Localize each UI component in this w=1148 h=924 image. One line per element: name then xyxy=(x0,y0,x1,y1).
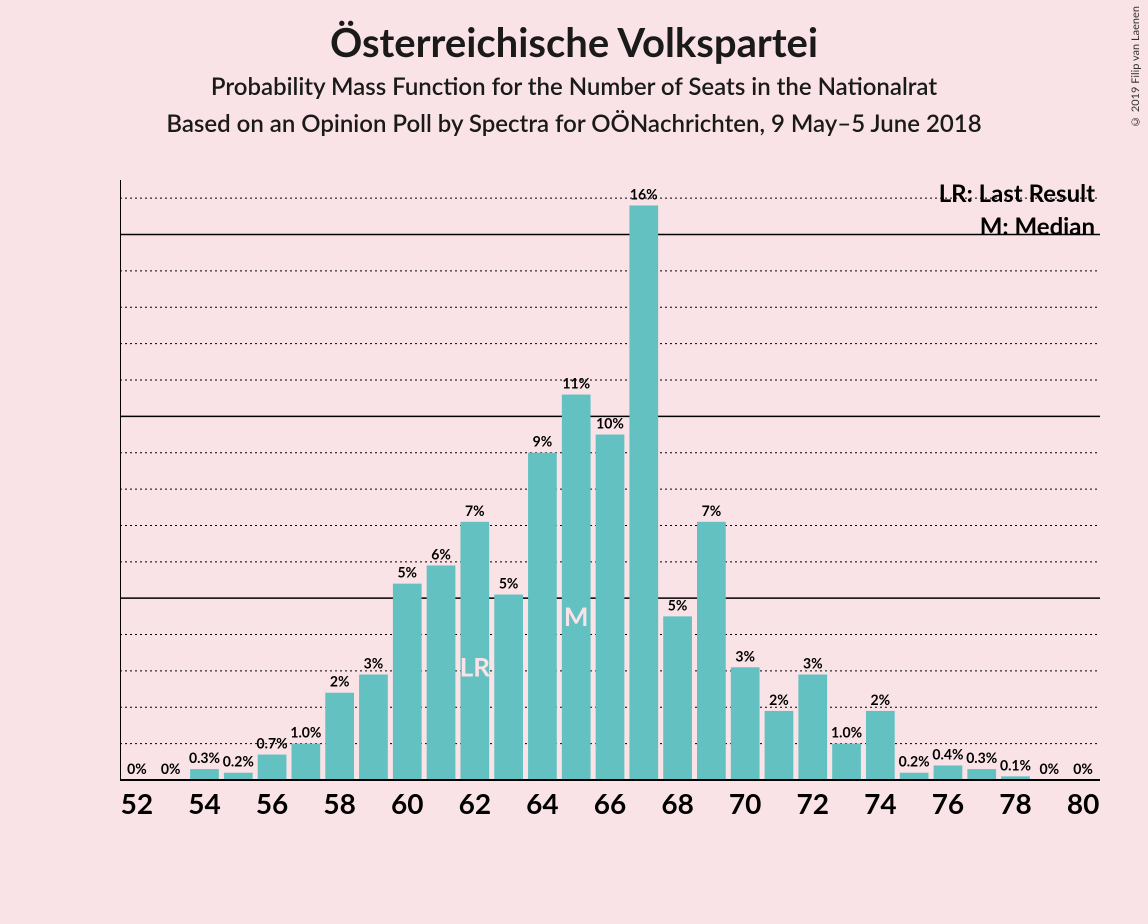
bar-58 xyxy=(325,693,354,780)
bar-69 xyxy=(697,522,726,780)
x-tick-label: 58 xyxy=(323,786,355,820)
bar-76 xyxy=(934,765,963,780)
x-tick-label: 56 xyxy=(256,786,288,820)
bar-label-70: 3% xyxy=(735,647,755,664)
legend-lr: LR: Last Result xyxy=(939,180,1095,208)
x-tick-label: 60 xyxy=(391,786,423,820)
x-tick-label: 68 xyxy=(661,786,693,820)
bar-label-72: 3% xyxy=(803,655,823,672)
pmf-chart: 0%0%0.3%0.2%0.7%1.0%2%3%5%6%7%5%9%11%10%… xyxy=(120,180,1100,820)
bar-59 xyxy=(359,675,388,780)
titles-block: Österreichische Volkspartei Probability … xyxy=(0,0,1148,138)
bar-label-76: 0.4% xyxy=(932,745,963,762)
x-tick-label: 62 xyxy=(459,786,491,820)
bar-70 xyxy=(731,667,760,780)
title-main: Österreichische Volkspartei xyxy=(0,18,1148,66)
bar-label-56: 0.7% xyxy=(257,735,288,752)
x-tick-label: 70 xyxy=(729,786,761,820)
x-tick-label: 64 xyxy=(526,786,558,820)
bar-label-79: 0% xyxy=(1040,760,1060,777)
bar-54 xyxy=(190,769,219,780)
bar-75 xyxy=(900,773,929,780)
bar-label-63: 5% xyxy=(499,575,519,592)
bar-label-75: 0.2% xyxy=(899,753,930,770)
copyright-text: © 2019 Filip van Laenen xyxy=(1129,6,1142,128)
bar-label-68: 5% xyxy=(668,596,688,613)
bar-60 xyxy=(393,584,422,780)
bar-67 xyxy=(629,205,658,780)
bar-label-58: 2% xyxy=(330,673,350,690)
title-sub: Probability Mass Function for the Number… xyxy=(0,72,1148,101)
x-tick-label: 52 xyxy=(121,786,153,820)
bar-label-77: 0.3% xyxy=(966,749,997,766)
bar-label-73: 1.0% xyxy=(831,724,862,741)
bar-label-71: 2% xyxy=(769,691,789,708)
bar-61 xyxy=(427,565,456,780)
bar-label-57: 1.0% xyxy=(290,724,321,741)
bar-label-52: 0% xyxy=(127,760,147,777)
bar-label-65: 11% xyxy=(562,375,590,392)
bar-63 xyxy=(494,595,523,780)
bar-73 xyxy=(832,744,861,780)
bar-label-54: 0.3% xyxy=(189,749,220,766)
bar-68 xyxy=(663,616,692,780)
bar-label-60: 5% xyxy=(397,564,417,581)
bar-annotation-M: M xyxy=(564,600,589,632)
x-tick-label: 72 xyxy=(797,786,829,820)
bar-label-80: 0% xyxy=(1073,760,1093,777)
bar-57 xyxy=(292,744,321,780)
bar-65 xyxy=(562,395,591,780)
x-tick-label: 78 xyxy=(999,786,1031,820)
bar-label-61: 6% xyxy=(431,545,451,562)
bar-56 xyxy=(258,755,287,780)
legend-m: M: Median xyxy=(980,212,1095,241)
bar-label-53: 0% xyxy=(161,760,181,777)
bar-label-62: 7% xyxy=(465,502,485,519)
x-tick-label: 74 xyxy=(864,786,896,820)
x-tick-label: 66 xyxy=(594,786,626,820)
x-tick-label: 54 xyxy=(188,786,220,820)
title-source: Based on an Opinion Poll by Spectra for … xyxy=(0,109,1148,138)
x-tick-label: 76 xyxy=(932,786,964,820)
bar-annotation-LR: LR xyxy=(460,651,491,683)
bar-64 xyxy=(528,453,557,780)
bar-label-59: 3% xyxy=(364,655,384,672)
bar-66 xyxy=(596,435,625,780)
bar-label-67: 16% xyxy=(630,185,658,202)
bar-label-66: 10% xyxy=(596,415,624,432)
bar-label-74: 2% xyxy=(871,691,891,708)
bar-label-55: 0.2% xyxy=(223,753,254,770)
bar-55 xyxy=(224,773,253,780)
bar-label-69: 7% xyxy=(702,502,722,519)
bar-label-78: 0.1% xyxy=(1000,756,1031,773)
bar-label-64: 9% xyxy=(533,433,553,450)
bar-72 xyxy=(798,675,827,780)
bar-77 xyxy=(967,769,996,780)
bar-74 xyxy=(866,711,895,780)
bar-71 xyxy=(765,711,794,780)
x-tick-label: 80 xyxy=(1067,786,1099,820)
